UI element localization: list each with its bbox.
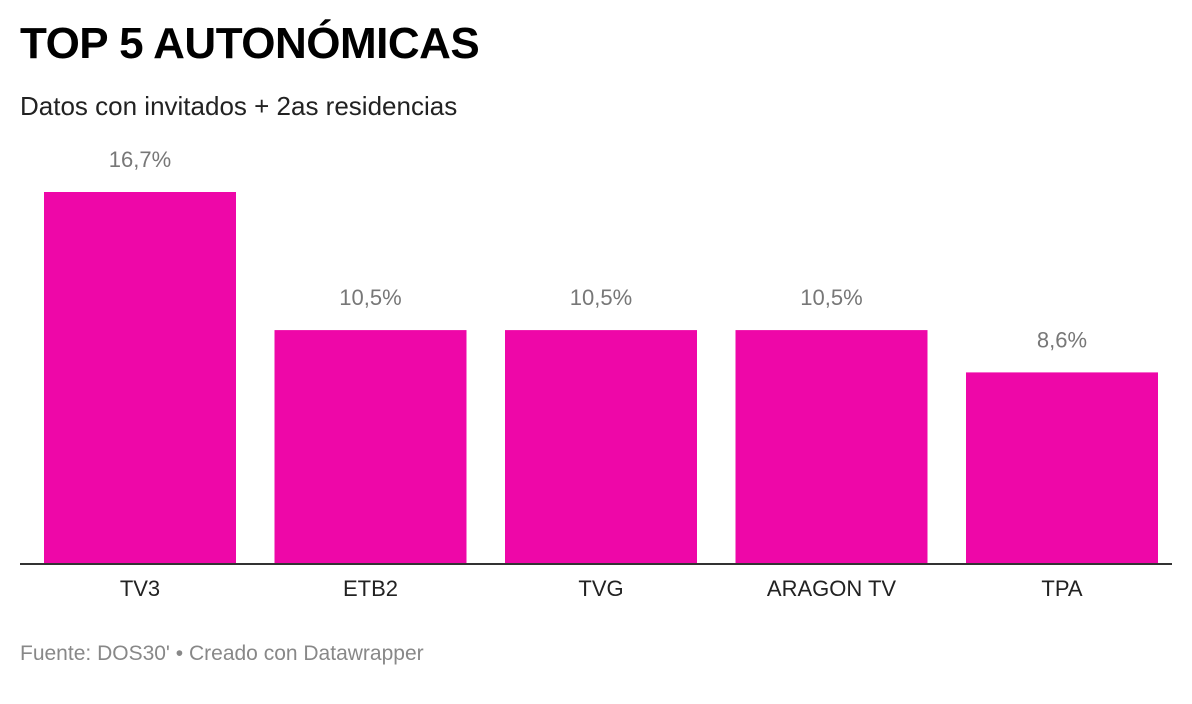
bar-aragon-tv [735, 330, 928, 564]
value-label-etb2: 10,5% [339, 285, 401, 310]
category-label-aragon-tv: ARAGON TV [767, 576, 897, 601]
value-label-tpa: 8,6% [1037, 327, 1087, 352]
bar-tvg [505, 330, 697, 564]
bar-etb2 [274, 330, 467, 564]
category-label-tvg: TVG [578, 576, 623, 601]
category-label-tpa: TPA [1041, 576, 1082, 601]
footer-separator: • [175, 642, 184, 665]
category-label-etb2: ETB2 [343, 576, 398, 601]
datawrapper-credit-link[interactable]: Creado con Datawrapper [188, 642, 424, 665]
category-label-tv3: TV3 [120, 576, 160, 601]
bar-tpa [966, 372, 1158, 564]
chart-footer: Fuente: DOS30' • Creado con Datawrapper [20, 640, 424, 668]
value-label-aragon-tv: 10,5% [800, 285, 862, 310]
category-labels-group: TV3 ETB2 TVG ARAGON TV TPA [120, 576, 1083, 601]
chart-title: TOP 5 AUTONÓMICAS [20, 19, 480, 68]
bars-group [44, 192, 1158, 564]
source-label: Fuente: [20, 642, 92, 665]
value-labels-group: 16,7% 10,5% 10,5% 10,5% 8,6% [109, 147, 1087, 352]
value-label-tv3: 16,7% [109, 147, 171, 172]
value-label-tvg: 10,5% [570, 285, 632, 310]
chart-subtitle: Datos con invitados + 2as residencias [20, 91, 458, 121]
source-name: DOS30' [97, 642, 170, 665]
bar-tv3 [44, 192, 236, 564]
